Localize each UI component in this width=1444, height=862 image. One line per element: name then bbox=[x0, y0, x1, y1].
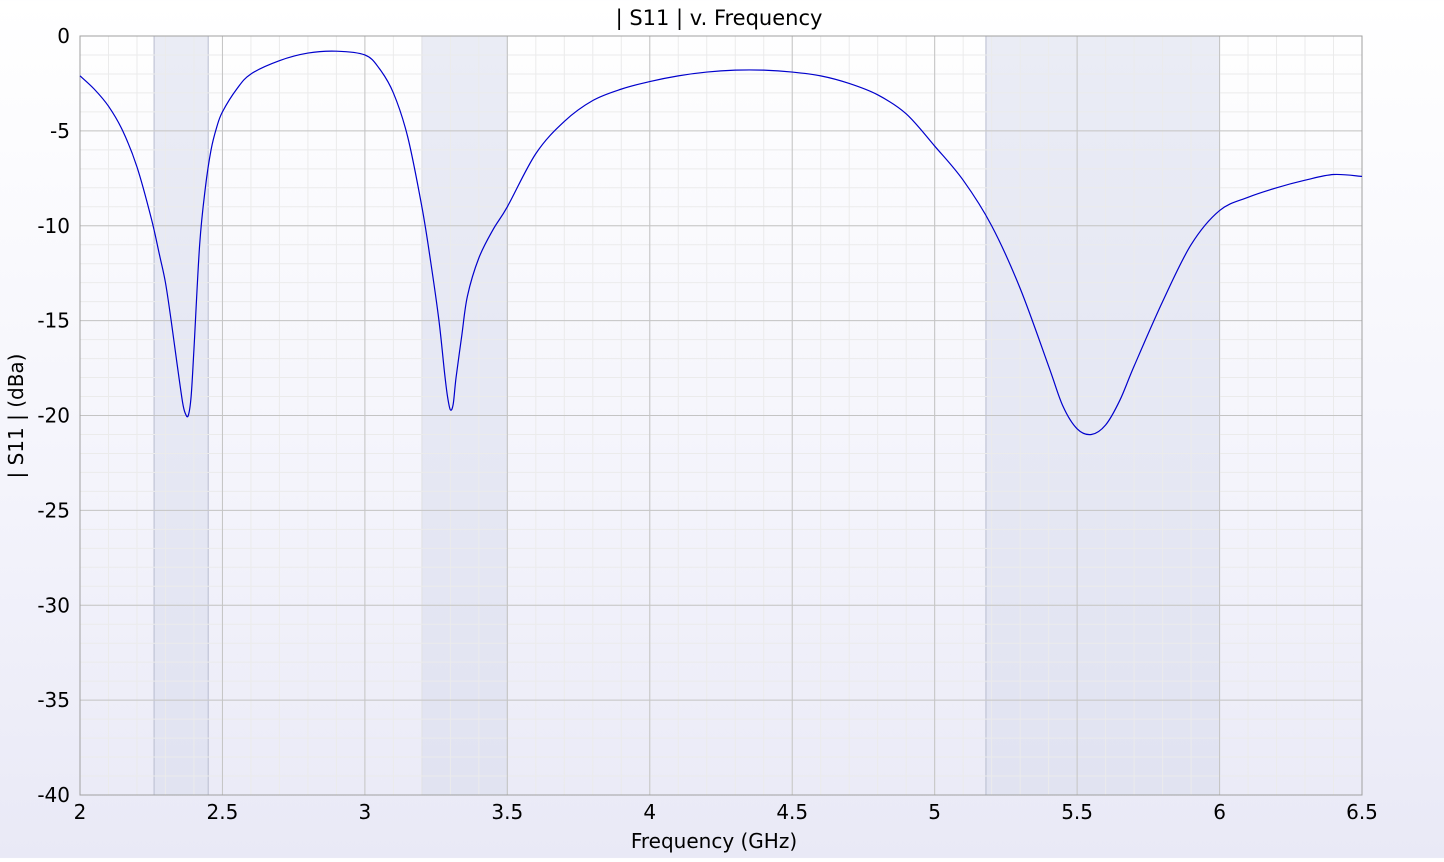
x-tick-labels: 2 2.5 3 3.5 4 4.5 5 5.5 6 6.5 bbox=[74, 800, 1378, 824]
y-tick-label: -15 bbox=[37, 309, 70, 333]
x-tick-label: 6 bbox=[1213, 800, 1226, 824]
y-tick-label: 0 bbox=[57, 24, 70, 48]
series-line-1 bbox=[79, 50, 1363, 436]
x-tick-label: 5.5 bbox=[1061, 800, 1093, 824]
y-axis-label: | S11 | (dBa) bbox=[4, 354, 28, 479]
x-tick-label: 3 bbox=[359, 800, 372, 824]
x-tick-label: 3.5 bbox=[491, 800, 523, 824]
plot-frame bbox=[79, 35, 1363, 796]
y-tick-label: -5 bbox=[50, 119, 70, 143]
y-tick-label: -20 bbox=[37, 404, 70, 428]
grid bbox=[79, 35, 1363, 796]
x-axis-label: Frequency (GHz) bbox=[631, 829, 797, 853]
y-tick-labels: 0 -5 -10 -15 -20 -25 -30 -35 -40 bbox=[37, 24, 70, 807]
x-tick-label: 2 bbox=[74, 800, 87, 824]
y-tick-label: -25 bbox=[37, 498, 70, 522]
x-tick-label: 2.5 bbox=[207, 800, 239, 824]
x-tick-label: 5 bbox=[928, 800, 941, 824]
chart-title: | S11 | v. Frequency bbox=[616, 6, 823, 31]
y-tick-label: -30 bbox=[37, 593, 70, 617]
x-tick-label: 6.5 bbox=[1346, 800, 1378, 824]
series bbox=[79, 50, 1363, 436]
y-tick-label: -10 bbox=[37, 214, 70, 238]
y-tick-label: -35 bbox=[37, 688, 70, 712]
y-tick-label: -40 bbox=[37, 783, 70, 807]
x-tick-label: 4 bbox=[643, 800, 656, 824]
x-tick-label: 4.5 bbox=[776, 800, 808, 824]
